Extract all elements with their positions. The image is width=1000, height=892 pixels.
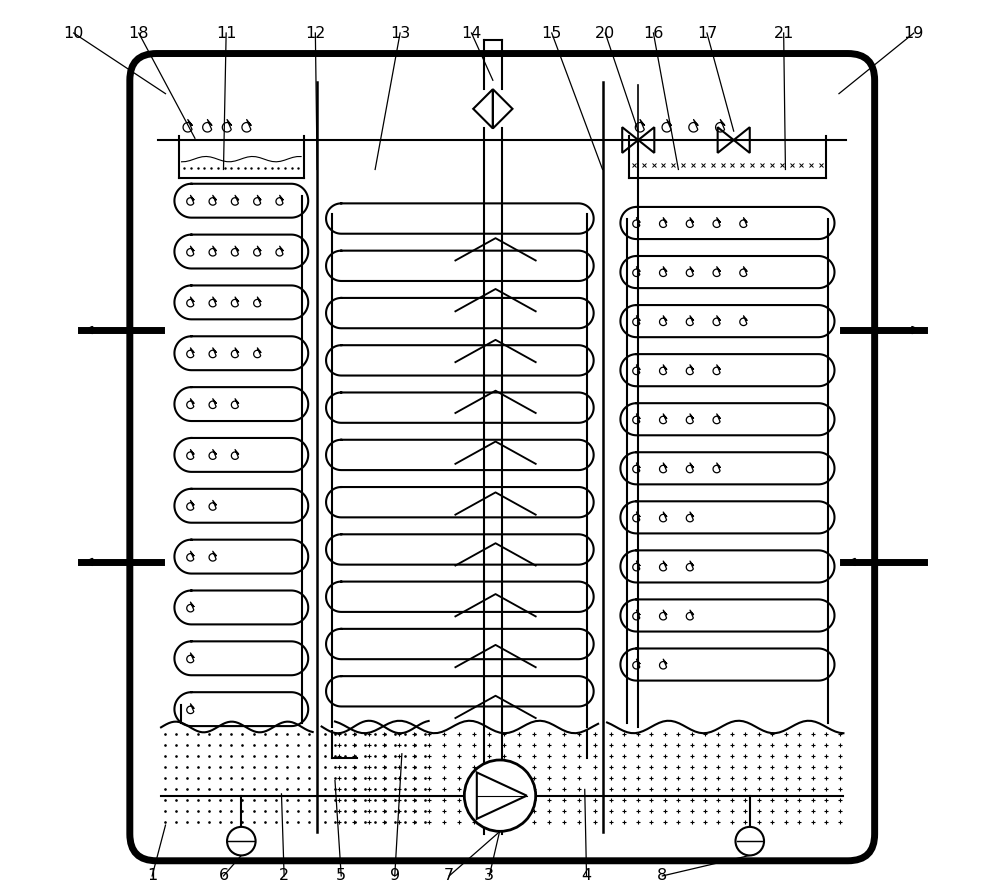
Text: 4: 4: [581, 869, 592, 883]
Text: 1: 1: [147, 869, 157, 883]
Text: 3: 3: [484, 869, 494, 883]
Text: 16: 16: [643, 26, 664, 40]
Text: 7: 7: [444, 869, 454, 883]
Text: 19: 19: [904, 26, 924, 40]
Text: 14: 14: [461, 26, 482, 40]
Text: 20: 20: [595, 26, 615, 40]
Text: 17: 17: [697, 26, 717, 40]
Text: 10: 10: [63, 26, 84, 40]
Text: 18: 18: [128, 26, 149, 40]
Text: 13: 13: [390, 26, 410, 40]
Circle shape: [227, 827, 256, 855]
Text: 8: 8: [657, 869, 667, 883]
Text: 5: 5: [336, 869, 346, 883]
Text: 11: 11: [216, 26, 236, 40]
Circle shape: [735, 827, 764, 855]
Text: 12: 12: [305, 26, 326, 40]
Text: 15: 15: [542, 26, 562, 40]
Circle shape: [464, 760, 536, 831]
Text: 9: 9: [390, 869, 400, 883]
Text: 21: 21: [773, 26, 794, 40]
Text: 6: 6: [218, 869, 229, 883]
Text: 2: 2: [279, 869, 289, 883]
